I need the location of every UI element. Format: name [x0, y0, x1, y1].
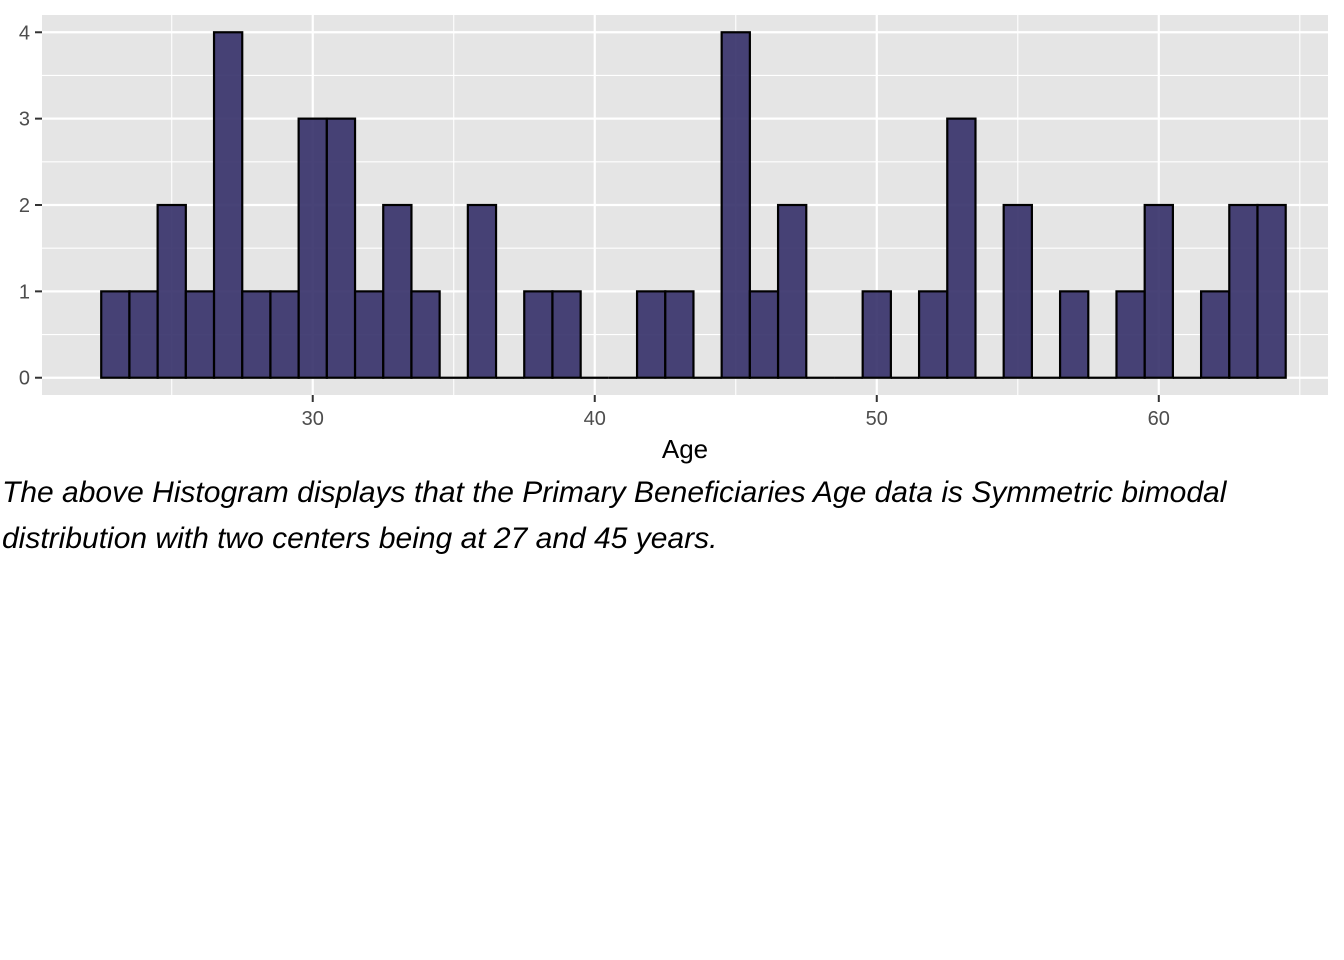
histogram-bar: [297, 117, 328, 379]
y-tick-label: 2: [19, 195, 30, 217]
caption-text: The above Histogram displays that the Pr…: [2, 476, 1227, 555]
histogram-bar: [212, 31, 244, 379]
x-tick-label: 40: [584, 408, 606, 430]
histogram-bar: [1115, 290, 1146, 379]
y-tick-label: 4: [19, 22, 30, 44]
histogram-bar: [156, 203, 187, 379]
histogram-bar: [466, 203, 498, 379]
histogram-bar: [1002, 203, 1033, 379]
histogram-bar: [100, 290, 131, 379]
histogram-bar: [382, 203, 413, 379]
histogram-bar: [776, 203, 808, 379]
histogram-bar: [241, 290, 272, 379]
histogram-bar: [1256, 203, 1287, 379]
histogram-bars: [100, 31, 1287, 379]
x-tick-label: 50: [866, 408, 888, 430]
histogram-bar: [917, 290, 949, 379]
histogram-bar: [720, 31, 751, 379]
x-tick-label: 30: [302, 408, 324, 430]
histogram-bar: [1228, 203, 1259, 379]
histogram-bar: [269, 290, 300, 379]
histogram-bar: [748, 290, 780, 379]
histogram-bar: [861, 290, 892, 379]
histogram-bar: [946, 117, 977, 379]
histogram-bar: [664, 290, 695, 379]
histogram-bar: [523, 290, 554, 379]
histogram-chart: 0 1 2 3 4 30 40 50 60 Age: [19, 15, 1328, 464]
histogram-bar: [184, 290, 216, 379]
histogram-bar: [410, 290, 441, 379]
histogram-bar: [128, 290, 159, 379]
histogram-bar: [1058, 290, 1090, 379]
x-tick-label: 60: [1148, 408, 1170, 430]
histogram-bar: [353, 290, 385, 379]
histogram-bar: [551, 290, 582, 379]
y-axis: 0 1 2 3 4: [19, 22, 42, 390]
y-tick-label: 3: [19, 109, 30, 131]
y-tick-label: 1: [19, 281, 30, 303]
x-axis-title: Age: [662, 434, 708, 464]
histogram-bar: [1199, 290, 1231, 379]
x-axis: 30 40 50 60: [302, 395, 1170, 430]
histogram-bar: [635, 290, 667, 379]
histogram-bar: [1143, 203, 1174, 379]
histogram-bar: [325, 117, 357, 379]
y-tick-label: 0: [19, 368, 30, 390]
